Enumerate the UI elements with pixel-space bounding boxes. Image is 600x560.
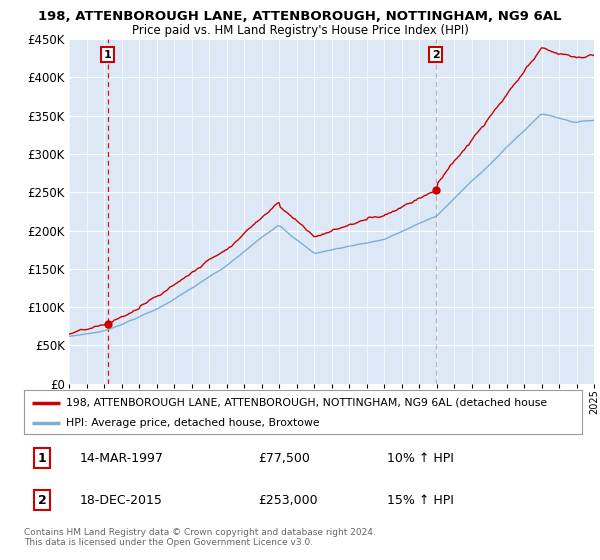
Text: HPI: Average price, detached house, Broxtowe: HPI: Average price, detached house, Brox… — [66, 418, 319, 428]
Text: Price paid vs. HM Land Registry's House Price Index (HPI): Price paid vs. HM Land Registry's House … — [131, 24, 469, 36]
Text: 10% ↑ HPI: 10% ↑ HPI — [387, 451, 454, 465]
Text: 14-MAR-1997: 14-MAR-1997 — [80, 451, 164, 465]
Text: 1: 1 — [104, 49, 112, 59]
Text: 2: 2 — [38, 493, 47, 507]
Text: £77,500: £77,500 — [259, 451, 310, 465]
Text: 1: 1 — [38, 451, 47, 465]
Text: 2: 2 — [432, 49, 439, 59]
Text: 15% ↑ HPI: 15% ↑ HPI — [387, 493, 454, 507]
Text: £253,000: £253,000 — [259, 493, 318, 507]
Text: 198, ATTENBOROUGH LANE, ATTENBOROUGH, NOTTINGHAM, NG9 6AL: 198, ATTENBOROUGH LANE, ATTENBOROUGH, NO… — [38, 10, 562, 23]
Text: Contains HM Land Registry data © Crown copyright and database right 2024.
This d: Contains HM Land Registry data © Crown c… — [24, 528, 376, 547]
Text: 18-DEC-2015: 18-DEC-2015 — [80, 493, 163, 507]
Text: 198, ATTENBOROUGH LANE, ATTENBOROUGH, NOTTINGHAM, NG9 6AL (detached house: 198, ATTENBOROUGH LANE, ATTENBOROUGH, NO… — [66, 398, 547, 408]
